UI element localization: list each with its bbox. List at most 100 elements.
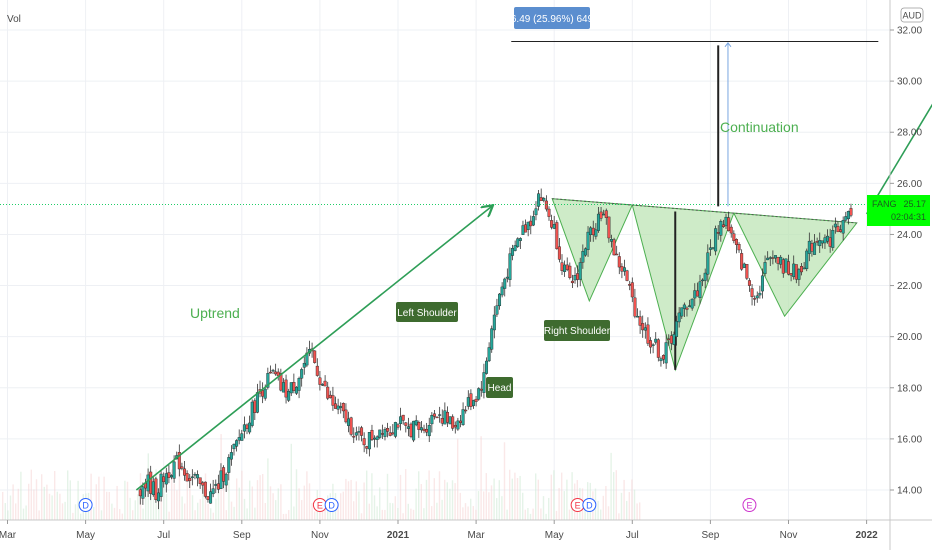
candle-body: [354, 432, 358, 436]
candle-body: [747, 280, 751, 286]
volume-bar: [636, 503, 638, 520]
volume-bar: [93, 507, 95, 520]
volume-bar: [74, 504, 77, 520]
volume-bar: [410, 508, 412, 520]
volume-bar: [285, 513, 287, 520]
candle-body: [266, 373, 270, 388]
volume-bar: [626, 500, 628, 520]
candle-body: [599, 211, 603, 219]
candle-body: [448, 416, 452, 425]
volume-bar: [256, 480, 259, 520]
candle-body: [576, 273, 580, 280]
candle-body: [331, 395, 335, 406]
candle-body: [734, 239, 738, 245]
candle-body: [789, 273, 793, 276]
volume-bar: [563, 491, 565, 520]
candle-body: [458, 420, 462, 423]
volume-bar: [392, 503, 394, 520]
volume-bar: [80, 513, 82, 520]
volume-bar: [46, 484, 48, 520]
volume-bar: [228, 481, 230, 520]
volume-bar: [243, 498, 246, 520]
volume-bar: [293, 506, 295, 520]
time-axis[interactable]: Mar May Jul Sep Nov 2021 Mar May Jul Sep Nov 2022: [0, 519, 932, 541]
volume-bar: [566, 479, 568, 520]
candle-body: [466, 397, 470, 407]
left-shoulder-label: Left Shoulder: [397, 308, 457, 319]
candle-body: [183, 468, 187, 476]
volume-bar: [514, 472, 516, 520]
price-tick-label: 20.00: [897, 332, 922, 343]
volume-bar: [51, 495, 53, 520]
candle-body: [784, 258, 788, 273]
volume-bar: [350, 479, 352, 520]
candle-body: [745, 264, 749, 279]
price-axis[interactable]: 32.00 30.00 28.00 26.00 24.00 22.00 20.00 18.00…: [889, 0, 922, 550]
volume-bar: [415, 488, 417, 520]
volume-bar: [381, 509, 383, 520]
candle-body: [323, 380, 327, 387]
volume-bar: [438, 471, 441, 520]
volume-bar: [262, 474, 264, 520]
candle-body: [677, 312, 681, 323]
candle-body: [362, 438, 366, 446]
volume-bar: [35, 479, 38, 520]
candle-body: [641, 323, 645, 331]
volume-bar: [431, 506, 433, 520]
candle-body: [474, 398, 478, 402]
volume-bar: [223, 471, 225, 520]
candle-body: [714, 228, 718, 252]
volume-bar: [368, 503, 370, 520]
annotations: [0, 41, 932, 491]
candle-body: [224, 473, 228, 486]
price-tag: FANG 25.17 02:04:31: [867, 195, 930, 226]
volume-bar: [28, 483, 30, 520]
volume-bar: [441, 499, 443, 520]
candle-body: [321, 384, 325, 386]
candle-body: [172, 461, 176, 479]
candle-body: [802, 267, 806, 270]
time-tick-label: 2021: [387, 530, 410, 541]
volume-bar: [397, 507, 399, 520]
candle-body: [617, 256, 621, 268]
candle-body: [737, 244, 741, 251]
volume-bar: [77, 480, 79, 520]
volume-bar: [212, 512, 214, 520]
candle-body: [708, 247, 712, 250]
candle-body: [336, 405, 340, 410]
candle-body: [622, 267, 626, 272]
candle-body: [477, 388, 481, 400]
candle-body: [500, 286, 504, 296]
volume-bar: [72, 512, 74, 520]
candle-body: [440, 418, 444, 424]
volume-bar: [498, 480, 500, 520]
volume-bar: [202, 480, 204, 520]
volume-bar: [537, 479, 539, 520]
candle-body: [620, 266, 624, 272]
time-tick-label: Nov: [780, 530, 798, 541]
volume-bar: [22, 508, 25, 520]
candle-body: [612, 239, 616, 256]
candle-body: [833, 223, 837, 228]
candle-body: [716, 232, 720, 234]
candle-body: [237, 437, 241, 441]
volume-bar: [301, 500, 303, 520]
candle-body: [495, 305, 499, 315]
price-tick-label: 22.00: [897, 281, 922, 292]
candle-body: [800, 266, 804, 273]
last-price-label: 25.17: [903, 199, 926, 209]
volume-bar: [511, 478, 513, 520]
price-tick-label: 26.00: [897, 179, 922, 190]
candle-body: [589, 227, 593, 235]
candle-body: [654, 338, 658, 343]
volume-bar: [173, 483, 175, 520]
candle-body: [235, 440, 239, 447]
currency-badge[interactable]: AUD: [900, 7, 924, 23]
volume-bar: [493, 478, 495, 520]
candle-body: [386, 428, 390, 432]
candle-body: [776, 256, 780, 264]
candle-body: [594, 229, 598, 237]
candle-body: [781, 259, 785, 274]
volume-bar: [571, 472, 573, 520]
